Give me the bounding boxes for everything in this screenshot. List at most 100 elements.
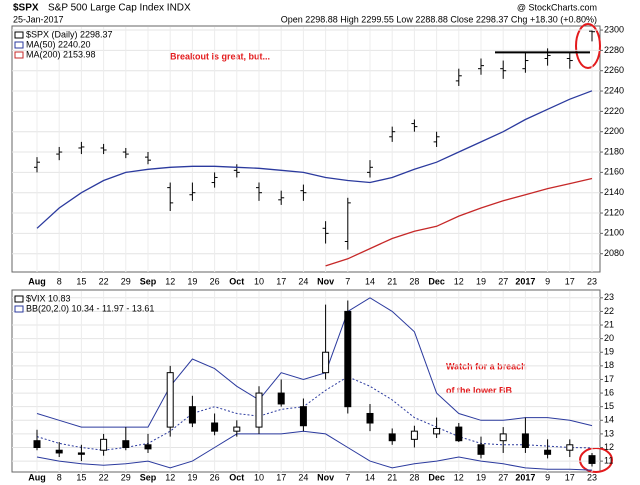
x-tick-label: 19 <box>187 472 197 482</box>
candle-body <box>299 406 307 427</box>
legend-swatch <box>14 31 24 39</box>
y-tick-label: 2180 <box>604 146 624 156</box>
y-tick-label: 11 <box>604 455 613 465</box>
y-tick-label: 13 <box>604 428 614 438</box>
x-tick-label: 12 <box>454 472 464 482</box>
x-tick-label: 8 <box>57 472 62 482</box>
y-tick-label: 16 <box>604 387 614 397</box>
candle-body <box>211 422 219 432</box>
bollinger-band <box>36 297 593 428</box>
x-tick-label: 2017 <box>515 472 535 482</box>
x-tick-label: Dec <box>428 472 445 482</box>
legend-label: MA(50) 2240.20 <box>26 39 91 49</box>
x-tick-label: 10 <box>254 276 264 286</box>
y-tick-label: 2260 <box>604 65 624 75</box>
legend-swatch <box>14 41 24 49</box>
x-tick-label: 14 <box>365 472 375 482</box>
legend-swatch <box>14 305 24 313</box>
candle-body <box>588 455 596 464</box>
y-tick-label: 2280 <box>604 45 624 55</box>
x-tick-label: 23 <box>587 472 597 482</box>
candle-body <box>366 412 374 424</box>
candle-body <box>122 440 130 449</box>
candle-body <box>410 430 418 440</box>
y-tick-label: 22 <box>604 306 614 316</box>
candle-body <box>433 427 441 435</box>
x-tick-label: 9 <box>545 472 550 482</box>
x-tick-label: Aug <box>28 276 46 286</box>
x-tick-label: 9 <box>545 276 550 286</box>
y-tick-label: 2200 <box>604 126 624 136</box>
candle-body <box>166 372 174 428</box>
y-tick-label: 23 <box>604 292 614 302</box>
x-tick-label: 28 <box>409 472 419 482</box>
x-tick-label: Oct <box>229 472 244 482</box>
x-tick-label: 15 <box>76 276 86 286</box>
candle-body <box>521 433 529 449</box>
candle-body <box>499 433 507 442</box>
annotation: of the lower BB <box>446 385 513 395</box>
x-tick-label: 12 <box>454 276 464 286</box>
x-tick-label: 12 <box>165 472 175 482</box>
x-tick-label: 22 <box>99 276 109 286</box>
y-tick-label: 2300 <box>604 24 624 34</box>
legend-label: MA(200) 2153.98 <box>26 49 96 59</box>
x-tick-label: 17 <box>276 472 286 482</box>
x-tick-label: 8 <box>57 276 62 286</box>
x-tick-label: 19 <box>476 472 486 482</box>
x-tick-label: 27 <box>498 472 508 482</box>
candle-body <box>277 392 285 405</box>
x-tick-label: 26 <box>210 472 220 482</box>
x-tick-label: 7 <box>345 472 350 482</box>
y-tick-label: 2160 <box>604 167 624 177</box>
x-tick-label: 21 <box>387 472 397 482</box>
legend-swatch <box>14 295 24 303</box>
x-tick-label: Dec <box>428 276 445 286</box>
x-tick-label: 17 <box>565 276 575 286</box>
x-tick-label: 22 <box>99 472 109 482</box>
y-tick-label: 17 <box>604 374 614 384</box>
legend-label: BB(20,2.0) 10.34 - 11.97 - 13.61 <box>26 303 154 313</box>
x-tick-label: 10 <box>254 472 264 482</box>
annotation: Watch for a breach <box>446 361 527 371</box>
quote: Open 2298.88 High 2299.55 Low 2288.88 Cl… <box>281 14 597 24</box>
candle-body <box>477 444 485 455</box>
y-tick-label: 2240 <box>604 85 624 95</box>
x-tick-label: 29 <box>121 276 131 286</box>
x-tick-label: 17 <box>276 276 286 286</box>
symbol: $SPX <box>13 3 39 14</box>
legend-swatch <box>14 51 24 59</box>
candle-body <box>55 449 63 454</box>
candle-body <box>233 426 241 432</box>
subtitle: S&P 500 Large Cap Index INDX <box>48 3 191 14</box>
y-tick-label: 2100 <box>604 228 624 238</box>
x-tick-label: Nov <box>317 472 334 482</box>
x-tick-label: 24 <box>298 276 308 286</box>
moving-average <box>325 177 593 267</box>
x-tick-label: 17 <box>565 472 575 482</box>
x-tick-label: 27 <box>498 276 508 286</box>
candle-body <box>33 440 41 449</box>
x-tick-label: 21 <box>387 276 397 286</box>
y-tick-label: 2120 <box>604 207 624 217</box>
y-tick-label: 21 <box>604 319 614 329</box>
x-tick-label: 23 <box>587 276 597 286</box>
y-tick-label: 15 <box>604 401 614 411</box>
x-tick-label: Sep <box>140 472 157 482</box>
x-tick-label: Oct <box>229 276 244 286</box>
y-tick-label: 2140 <box>604 187 624 197</box>
candle-body <box>188 406 196 424</box>
y-tick-label: 2220 <box>604 106 624 116</box>
credit: @ StockCharts.com <box>517 2 597 12</box>
candle-body <box>388 433 396 442</box>
y-tick-label: 20 <box>604 333 614 343</box>
x-tick-label: 19 <box>476 276 486 286</box>
x-tick-label: Aug <box>28 472 46 482</box>
x-tick-label: 29 <box>121 472 131 482</box>
date: 25-Jan-2017 <box>13 14 64 24</box>
x-tick-label: 2017 <box>515 276 535 286</box>
x-tick-label: 12 <box>165 276 175 286</box>
bollinger-band <box>36 430 593 471</box>
candle-body <box>344 310 352 408</box>
y-tick-label: 12 <box>604 442 614 452</box>
